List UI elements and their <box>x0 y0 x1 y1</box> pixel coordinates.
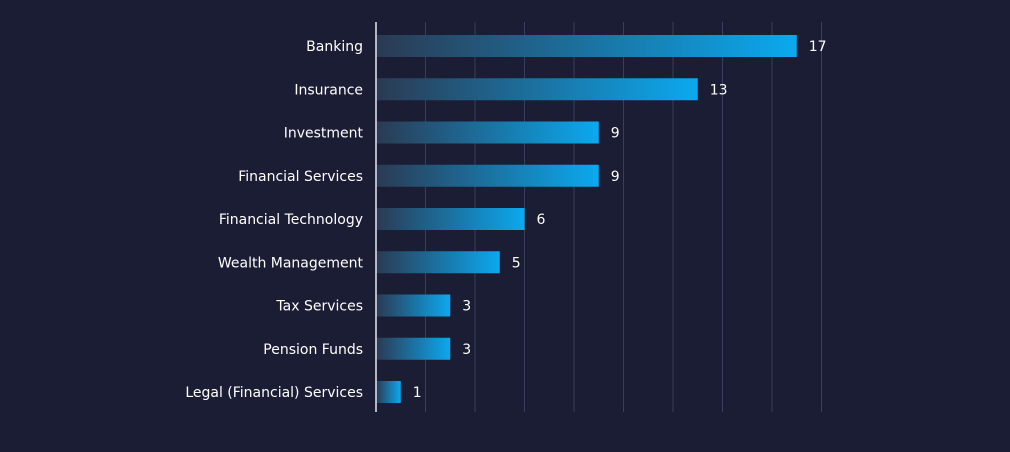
category-label: Insurance <box>294 82 363 98</box>
category-label: Investment <box>284 126 364 142</box>
value-label: 9 <box>611 169 620 185</box>
value-label: 6 <box>537 212 546 228</box>
bar <box>376 337 451 360</box>
category-label: Pension Funds <box>263 342 363 358</box>
bar <box>376 251 500 274</box>
category-label: Financial Services <box>238 169 363 185</box>
bar <box>376 121 599 144</box>
category-label: Tax Services <box>275 299 363 315</box>
category-labels: Banking Insurance Investment Financial Serv… <box>185 39 363 401</box>
value-labels: 17 13 9 9 6 5 3 3 1 <box>413 39 827 401</box>
category-label: Wealth Management <box>218 255 364 271</box>
value-label: 1 <box>413 385 422 401</box>
bar <box>376 78 698 101</box>
bar <box>376 208 525 230</box>
bars <box>376 35 797 403</box>
category-label: Legal (Financial) Services <box>185 385 363 401</box>
value-label: 5 <box>512 255 521 271</box>
value-label: 9 <box>611 126 620 142</box>
category-label: Financial Technology <box>219 212 363 228</box>
value-label: 3 <box>462 342 471 358</box>
value-label: 3 <box>462 299 471 315</box>
bar <box>376 164 599 187</box>
bar <box>376 35 797 57</box>
value-label: 13 <box>710 82 728 98</box>
value-label: 17 <box>809 39 827 55</box>
category-label: Banking <box>306 39 363 55</box>
bar <box>376 381 401 403</box>
bar <box>376 294 451 317</box>
